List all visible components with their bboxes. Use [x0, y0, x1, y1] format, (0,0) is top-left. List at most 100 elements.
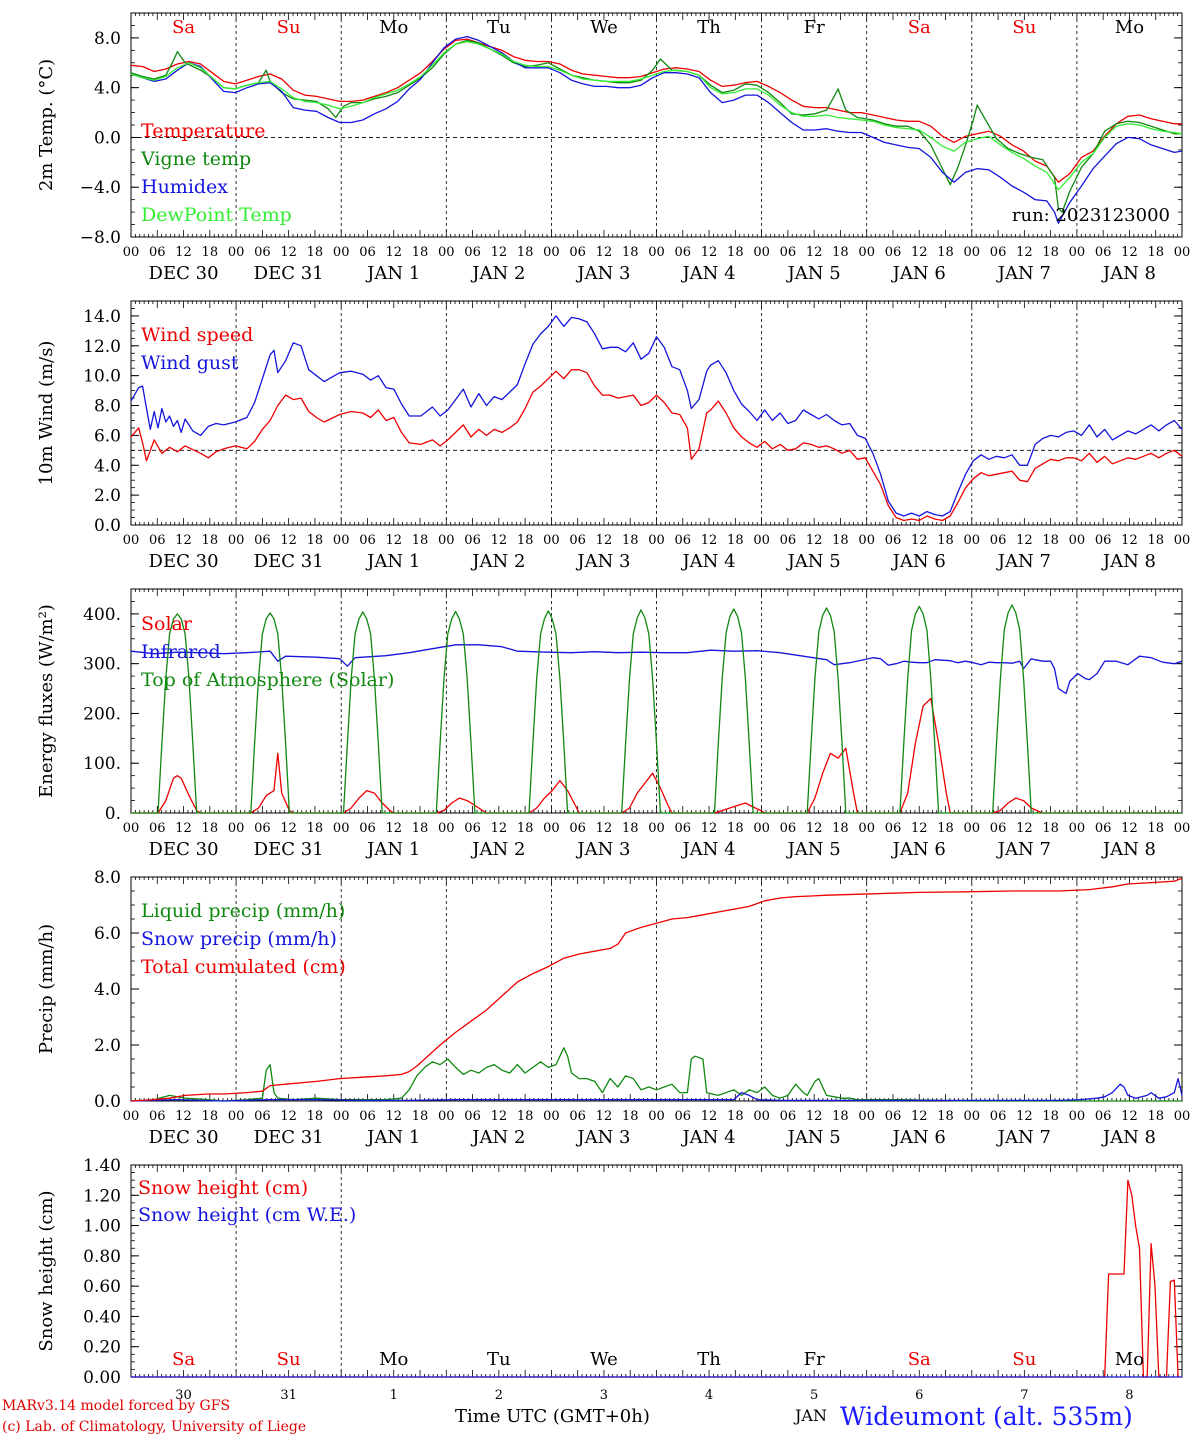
legend-entry: Snow precip (mm/h) — [141, 928, 337, 950]
hour-tick-label: 00 — [858, 1109, 875, 1124]
hour-tick-label: 18 — [937, 245, 954, 260]
station-title: Wideumont (alt. 535m) — [840, 1402, 1133, 1431]
hour-tick-label: 00 — [858, 245, 875, 260]
hour-tick-label: 06 — [254, 245, 271, 260]
date-label: JAN 8 — [1101, 551, 1156, 572]
legend-entry: Solar — [141, 613, 193, 635]
hour-tick-label: 06 — [149, 1109, 166, 1124]
hour-tick-label: 00 — [123, 821, 140, 836]
y-tick-label: 8.0 — [94, 868, 121, 888]
hour-tick-label: 18 — [412, 821, 429, 836]
date-label: JAN 7 — [996, 839, 1051, 860]
x-axis-title: Time UTC (GMT+0h) — [455, 1406, 650, 1427]
hour-tick-label: 12 — [1121, 245, 1138, 260]
weekday-label: Th — [697, 1349, 721, 1370]
y-tick-label: 8.0 — [94, 397, 121, 417]
weekday-label: Sa — [172, 17, 195, 38]
hour-tick-label: 06 — [149, 533, 166, 548]
hour-tick-label: 00 — [333, 821, 350, 836]
hour-tick-label: 06 — [885, 533, 902, 548]
date-label: JAN 5 — [786, 1127, 841, 1148]
legend-entry: Wind gust — [141, 352, 239, 374]
y-axis-label: 10m Wind (m/s) — [36, 341, 57, 486]
hour-tick-label: 06 — [464, 821, 481, 836]
hour-tick-label: 12 — [701, 821, 718, 836]
hour-tick-label: 00 — [1174, 1109, 1191, 1124]
hour-tick-label: 00 — [964, 821, 981, 836]
hour-tick-label: 18 — [412, 245, 429, 260]
hour-tick-label: 06 — [569, 1109, 586, 1124]
date-label: JAN 5 — [786, 263, 841, 284]
hour-tick-label: 06 — [675, 533, 692, 548]
hour-tick-label: 18 — [517, 533, 534, 548]
date-label: JAN 4 — [680, 1127, 735, 1148]
hour-tick-label: 18 — [307, 1109, 324, 1124]
hour-tick-label: 18 — [202, 821, 219, 836]
y-tick-label: 0.0 — [94, 128, 121, 148]
hour-tick-label: 18 — [832, 821, 849, 836]
y-tick-label: 0.60 — [83, 1277, 121, 1297]
y-tick-label: 8.0 — [94, 29, 121, 49]
hour-tick-label: 06 — [1095, 533, 1112, 548]
hour-tick-label: 06 — [675, 245, 692, 260]
date-label: DEC 30 — [149, 1127, 219, 1148]
hour-tick-label: 18 — [517, 1109, 534, 1124]
y-tick-label: 200. — [83, 704, 121, 724]
hour-tick-label: 00 — [333, 245, 350, 260]
hour-tick-label: 18 — [937, 821, 954, 836]
hour-tick-label: 00 — [964, 533, 981, 548]
date-label: DEC 30 — [149, 551, 219, 572]
date-label: JAN 8 — [1101, 839, 1156, 860]
hour-tick-label: 12 — [1121, 1109, 1138, 1124]
y-tick-label: 2.0 — [94, 1036, 121, 1056]
date-label: JAN 3 — [575, 551, 630, 572]
hour-tick-label: 18 — [937, 533, 954, 548]
hour-tick-label: 00 — [228, 1109, 245, 1124]
hour-tick-label: 18 — [1147, 821, 1164, 836]
hour-tick-label: 06 — [569, 533, 586, 548]
weekday-label: Th — [697, 17, 721, 38]
date-label: DEC 31 — [254, 263, 324, 284]
series-line-liquid-precip-mm-h- — [130, 1047, 1182, 1102]
hour-tick-label: 06 — [464, 245, 481, 260]
date-label: JAN 2 — [470, 551, 525, 572]
date-label: JAN 2 — [470, 1127, 525, 1148]
y-tick-label: 0.40 — [83, 1307, 121, 1327]
hour-tick-label: 18 — [727, 1109, 744, 1124]
hour-tick-label: 18 — [1042, 533, 1059, 548]
series-line-wind-gust — [130, 315, 1183, 517]
hour-tick-label: 12 — [491, 533, 508, 548]
legend-entry: Infrared — [141, 641, 221, 663]
y-tick-label: 10.0 — [83, 367, 121, 387]
hour-tick-label: 00 — [753, 821, 770, 836]
hour-tick-label: 12 — [911, 1109, 928, 1124]
hour-tick-label: 06 — [990, 245, 1007, 260]
hour-tick-label: 12 — [911, 245, 928, 260]
legend-entry: Snow height (cm W.E.) — [138, 1204, 356, 1226]
weekday-label: Mo — [379, 1349, 408, 1370]
date-label: JAN 1 — [365, 551, 420, 572]
series-line-wind-speed — [130, 369, 1183, 522]
weekday-label: Tu — [487, 17, 511, 38]
weekday-label: Fr — [804, 1349, 825, 1370]
hour-tick-label: 18 — [832, 1109, 849, 1124]
hour-tick-label: 00 — [1069, 1109, 1086, 1124]
hour-tick-label: 00 — [753, 533, 770, 548]
weekday-label: Su — [1012, 17, 1036, 38]
date-label: JAN 3 — [575, 839, 630, 860]
date-label: JAN 1 — [365, 263, 420, 284]
series-line-top-of-atmosphere-solar- — [131, 604, 1182, 814]
day-number-label: 5 — [810, 1388, 818, 1403]
hour-tick-label: 18 — [307, 821, 324, 836]
date-label: JAN 7 — [996, 551, 1051, 572]
hour-tick-label: 12 — [911, 533, 928, 548]
hour-tick-label: 06 — [780, 1109, 797, 1124]
hour-tick-label: 00 — [753, 245, 770, 260]
hour-tick-label: 00 — [123, 533, 140, 548]
hour-tick-label: 12 — [701, 245, 718, 260]
hour-tick-label: 06 — [990, 821, 1007, 836]
hour-tick-label: 06 — [254, 533, 271, 548]
hour-tick-label: 18 — [202, 1109, 219, 1124]
y-tick-label: −4.0 — [80, 178, 121, 198]
hour-tick-label: 12 — [491, 821, 508, 836]
